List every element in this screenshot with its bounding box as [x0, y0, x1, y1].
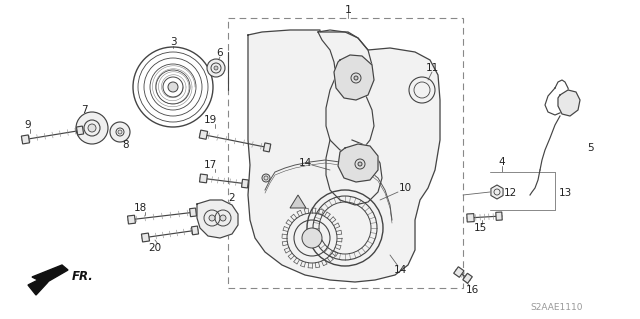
Circle shape: [358, 162, 362, 166]
Polygon shape: [558, 90, 580, 116]
Circle shape: [354, 76, 358, 80]
Polygon shape: [127, 215, 136, 224]
Polygon shape: [334, 55, 374, 100]
Circle shape: [110, 122, 130, 142]
Text: 12: 12: [504, 188, 516, 198]
Text: 13: 13: [558, 188, 572, 198]
Text: 6: 6: [217, 48, 223, 58]
Polygon shape: [491, 185, 503, 199]
Polygon shape: [189, 208, 196, 217]
Text: FR.: FR.: [72, 270, 93, 283]
Polygon shape: [463, 273, 472, 283]
Text: 8: 8: [123, 140, 129, 150]
Polygon shape: [199, 130, 207, 139]
Polygon shape: [197, 200, 238, 238]
Polygon shape: [467, 214, 474, 222]
Polygon shape: [241, 179, 248, 188]
Circle shape: [262, 174, 270, 182]
Circle shape: [302, 228, 322, 248]
Polygon shape: [290, 195, 306, 208]
Circle shape: [76, 112, 108, 144]
Text: 14: 14: [394, 265, 406, 275]
Text: 7: 7: [81, 105, 87, 115]
Polygon shape: [338, 144, 378, 182]
Text: 1: 1: [344, 5, 351, 15]
Polygon shape: [28, 265, 68, 295]
Circle shape: [220, 215, 226, 221]
Text: 11: 11: [426, 63, 438, 73]
Circle shape: [214, 66, 218, 70]
Circle shape: [207, 59, 225, 77]
Text: 17: 17: [204, 160, 216, 170]
Polygon shape: [454, 267, 464, 277]
Text: 14: 14: [298, 158, 312, 168]
Circle shape: [88, 124, 96, 132]
Text: 18: 18: [133, 203, 147, 213]
Text: S2AAE1110: S2AAE1110: [531, 303, 583, 313]
Text: 10: 10: [399, 183, 412, 193]
Text: 5: 5: [587, 143, 593, 153]
Text: 19: 19: [204, 115, 216, 125]
Polygon shape: [141, 233, 150, 242]
Polygon shape: [496, 212, 502, 220]
Bar: [228, 18, 463, 288]
Polygon shape: [76, 126, 84, 135]
Text: 9: 9: [25, 120, 31, 130]
Polygon shape: [200, 174, 207, 183]
Circle shape: [168, 82, 178, 92]
Polygon shape: [263, 143, 271, 152]
Text: 3: 3: [170, 37, 176, 47]
Text: 4: 4: [499, 157, 506, 167]
Circle shape: [118, 130, 122, 134]
Polygon shape: [191, 226, 198, 235]
Polygon shape: [248, 30, 440, 282]
Text: 2: 2: [228, 193, 236, 203]
Text: 20: 20: [148, 243, 161, 253]
Polygon shape: [21, 135, 29, 144]
Text: 15: 15: [474, 223, 486, 233]
Circle shape: [209, 215, 215, 221]
Text: 16: 16: [465, 285, 479, 295]
